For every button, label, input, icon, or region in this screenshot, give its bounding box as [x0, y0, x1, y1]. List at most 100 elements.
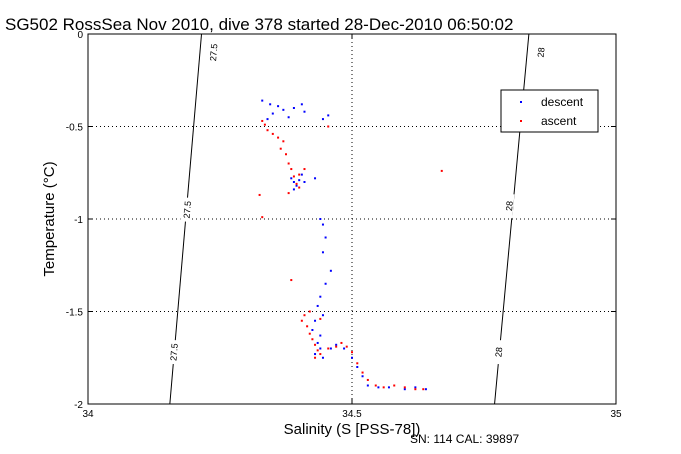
descent-point: [295, 184, 298, 187]
contour-label-text: 27.5: [182, 201, 193, 219]
x-tick-label: 35: [610, 409, 622, 420]
descent-point: [292, 181, 295, 183]
descent-point: [282, 108, 285, 111]
ascent-point: [290, 279, 293, 282]
descent-point: [292, 107, 295, 109]
legend-box: [500, 89, 599, 133]
y-tick-label: -1.5: [66, 308, 84, 319]
descent-point: [319, 218, 322, 220]
descent-point: [277, 105, 280, 108]
ascent-point: [258, 193, 261, 196]
descent-point: [424, 388, 427, 391]
descent-point: [366, 384, 369, 387]
descent-point: [335, 343, 338, 346]
legend-descent-label: descent: [541, 95, 584, 109]
ascent-point: [340, 341, 343, 344]
ascent-point: [327, 125, 330, 128]
descent-point: [319, 334, 322, 337]
legend-descent-marker: [520, 101, 522, 103]
ascent-point: [345, 345, 348, 348]
descent-point: [290, 177, 293, 180]
density-contours: 27.5 27.5 27.5 28 28 28: [167, 33, 547, 405]
ascent-point: [271, 132, 274, 135]
descent-point: [319, 295, 322, 298]
ascent-point: [311, 338, 314, 341]
contour-label-text: 28: [536, 47, 547, 58]
ascent-point: [393, 384, 396, 387]
ascent-point: [308, 310, 311, 313]
ascent-point: [290, 168, 293, 171]
descent-point: [314, 353, 317, 356]
contour-label: 27.5: [206, 39, 219, 65]
serial-calibration-note: SN: 114 CAL: 39897: [410, 432, 520, 446]
ascent-point: [374, 384, 377, 387]
ascent-point: [414, 388, 417, 391]
ascent-point: [366, 378, 369, 381]
ascent-point: [287, 162, 290, 165]
descent-point: [287, 116, 290, 119]
contour-label-text: 27.5: [208, 43, 219, 61]
legend: descent ascent: [500, 89, 599, 133]
ascent-point: [308, 332, 311, 335]
ascent-point: [298, 173, 301, 176]
ascent-point: [300, 319, 303, 322]
ascent-point: [266, 129, 269, 132]
chart-title: SG502 RossSea Nov 2010, dive 378 started…: [5, 15, 513, 34]
descent-point: [314, 177, 317, 180]
descent-point: [266, 118, 269, 121]
contour-label: 28: [491, 339, 504, 365]
descent-point: [321, 251, 324, 254]
descent-point: [319, 347, 322, 350]
ascent-point: [403, 386, 406, 389]
descent-point: [321, 118, 324, 121]
descent-point: [327, 114, 330, 117]
contour-label-text: 28: [493, 347, 504, 358]
descent-point: [316, 341, 319, 344]
x-tick-label: 34.5: [342, 409, 362, 420]
ascent-point: [261, 216, 264, 219]
ascent-point: [298, 186, 301, 189]
contour-label: 28: [502, 193, 515, 219]
descent-point: [314, 319, 317, 322]
descent-point: [414, 386, 417, 389]
ascent-point: [306, 325, 309, 328]
ascent-point: [292, 175, 295, 178]
descent-point: [321, 223, 324, 226]
y-tick-label: -1: [74, 215, 83, 226]
ascent-point: [261, 119, 264, 122]
ascent-point: [263, 123, 266, 126]
y-tick-label: -2: [74, 400, 83, 411]
descent-point: [300, 103, 303, 106]
descent-point: [343, 347, 346, 350]
descent-point: [321, 356, 324, 359]
grid-lines: [88, 34, 616, 404]
ascent-point: [314, 356, 317, 359]
descent-point: [321, 314, 324, 317]
axis-ticks: 34 34.5 35 0 -0.5 -1 -1.5 -2: [66, 30, 622, 420]
ascent-point: [422, 388, 425, 391]
contour-label: 27.5: [180, 197, 193, 222]
descent-point: [361, 375, 364, 378]
descent-point: [292, 188, 295, 191]
descent-point: [403, 388, 406, 391]
x-axis-label: Salinity (S [PSS-78]): [284, 421, 421, 438]
descent-point: [377, 386, 380, 389]
ascent-point: [303, 168, 306, 171]
descent-point: [316, 304, 319, 307]
descent-point: [303, 181, 306, 183]
contour-label-text: 27.5: [168, 343, 179, 361]
descent-point: [269, 103, 272, 106]
ascent-point: [285, 153, 287, 156]
y-tick-label: -0.5: [66, 123, 84, 134]
legend-ascent-marker: [520, 120, 522, 122]
descent-point: [356, 366, 359, 368]
ascent-point: [335, 345, 338, 348]
descent-point: [324, 282, 327, 285]
contour-label: 27.5: [167, 339, 180, 365]
ascent-point: [440, 169, 443, 172]
ascent-point: [287, 192, 290, 195]
ascent-point: [382, 386, 385, 389]
ascent-point: [327, 347, 330, 350]
contour-label: 28: [534, 39, 547, 65]
